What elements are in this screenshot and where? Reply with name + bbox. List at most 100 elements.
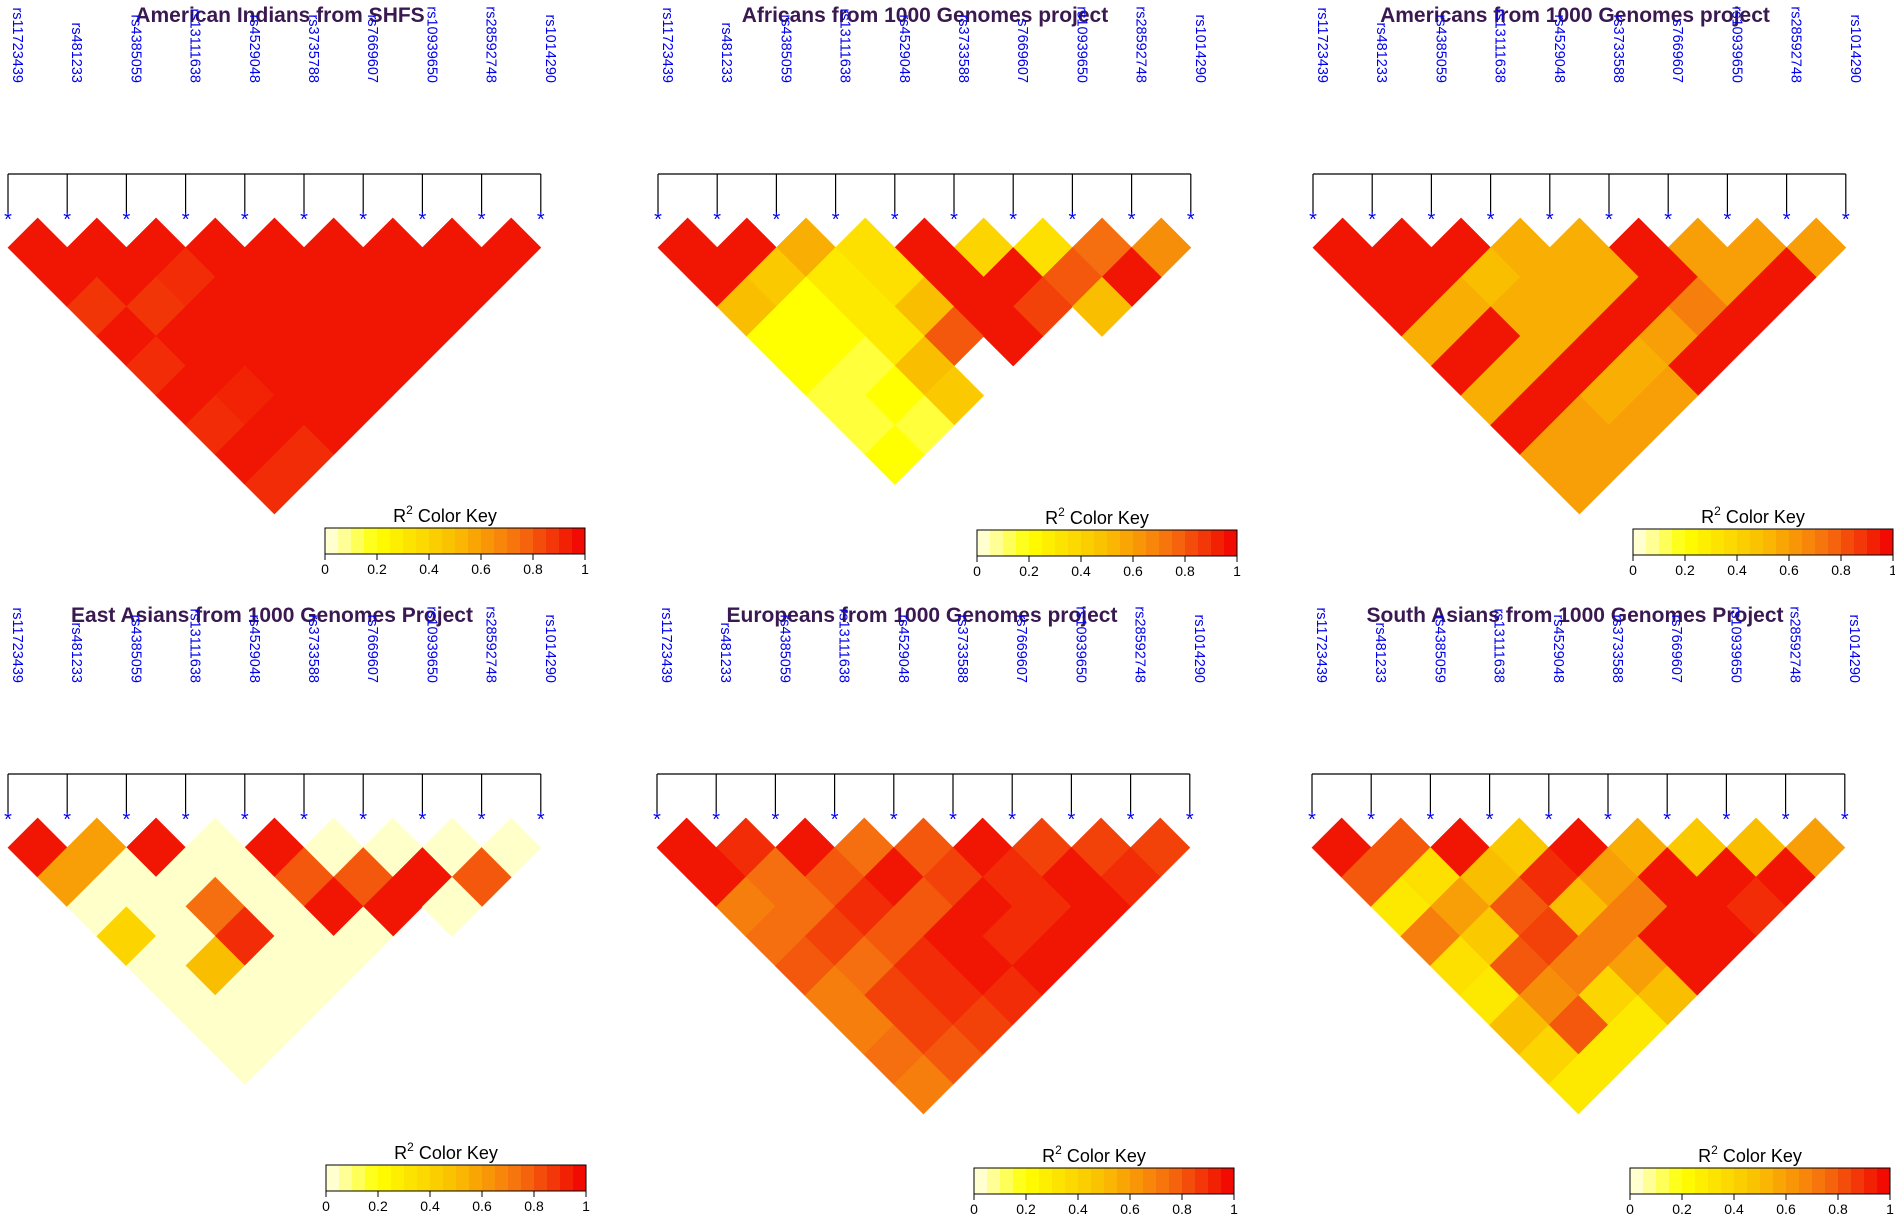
color-key-tick-label: 0.8 <box>524 1198 544 1214</box>
color-key-swatch <box>1864 1168 1878 1194</box>
snp-marker: * <box>950 209 958 231</box>
color-key-swatch <box>404 1165 418 1191</box>
color-key-swatch <box>1065 1168 1079 1194</box>
snp-marker: * <box>1186 809 1194 831</box>
snp-marker: * <box>712 809 720 831</box>
ld-panel: Europeans from 1000 Genomes project rs117… <box>653 604 1238 1217</box>
color-key-swatch <box>1659 529 1673 555</box>
ld-panel: South Asians from 1000 Genomes Projectrs… <box>1308 604 1894 1217</box>
snp-marker: * <box>300 209 308 231</box>
color-key-swatch <box>495 1165 509 1191</box>
snp-label: rs1014290 <box>542 614 558 683</box>
color-key-swatch <box>1721 1168 1735 1194</box>
ld-triangle <box>7 817 542 1085</box>
snp-label: rs481233 <box>1373 23 1389 83</box>
color-key-swatch <box>1711 529 1725 555</box>
snp-label: rs10939650 <box>1727 606 1743 683</box>
snp-marker: * <box>1068 809 1076 831</box>
color-key-swatch <box>1750 529 1764 555</box>
color-key-swatch <box>1851 1168 1865 1194</box>
color-key-swatch <box>547 1165 561 1191</box>
snp-marker: * <box>1009 209 1017 231</box>
snp-marker: * <box>63 809 71 831</box>
snp-marker: * <box>300 809 308 831</box>
snp-marker: * <box>654 209 662 231</box>
snp-marker: * <box>1782 809 1790 831</box>
snp-label: rs481233 <box>717 623 733 683</box>
color-key-swatch <box>1773 1168 1787 1194</box>
color-key-swatch <box>1182 1168 1196 1194</box>
color-key-swatch <box>442 528 456 554</box>
color-key-swatch <box>481 528 495 554</box>
color-key-swatch <box>1224 530 1238 556</box>
snp-label: rs4385059 <box>776 614 792 683</box>
color-key-swatch <box>1211 530 1225 556</box>
color-key-swatch <box>1724 529 1738 555</box>
color-key-swatch <box>508 1165 522 1191</box>
color-key-swatch <box>1156 1168 1170 1194</box>
snp-label: rs4529048 <box>246 14 262 83</box>
panel-title: Africans from 1000 Genomes project <box>742 4 1108 27</box>
color-key-tick-label: 1 <box>1233 563 1241 579</box>
snp-marker: * <box>419 209 427 231</box>
snp-label: rs11723439 <box>9 7 25 83</box>
snp-label: rs481233 <box>1372 623 1388 683</box>
color-key-swatch <box>1685 529 1699 555</box>
color-key: R2 Color Key 0 0.2 0.4 0.6 0.8 1 <box>1629 504 1895 578</box>
snp-label: rs7669607 <box>1668 614 1684 683</box>
color-key-swatch <box>1776 529 1790 555</box>
snp-label: rs11723439 <box>9 607 25 683</box>
ld-panel: East Asians from 1000 Genomes Projectrs1… <box>4 604 590 1214</box>
snp-marker: * <box>832 209 840 231</box>
ld-cell <box>214 1024 275 1085</box>
color-key-tick-label: 0.8 <box>1175 563 1195 579</box>
snp-marker: * <box>537 809 545 831</box>
snp-label: rs3735788 <box>305 14 321 83</box>
color-key-swatch <box>1055 530 1069 556</box>
color-key-swatch <box>1828 529 1842 555</box>
snp-label: rs1014290 <box>1847 14 1863 83</box>
ld-cell <box>893 1054 954 1115</box>
color-key-swatch <box>1107 530 1121 556</box>
color-key-swatch <box>1643 1168 1657 1194</box>
snp-marker: * <box>123 209 131 231</box>
ld-cell <box>983 306 1044 367</box>
snp-marker: * <box>1367 809 1375 831</box>
color-key-tick-label: 0.8 <box>1831 562 1851 578</box>
snp-label: rs4385059 <box>127 614 143 683</box>
snp-label: rs3733588 <box>955 14 971 83</box>
color-key-swatch <box>429 528 443 554</box>
snp-label: rs10939650 <box>423 606 439 683</box>
snp-label: rs481233 <box>68 23 84 83</box>
color-key-tick-label: 0 <box>321 561 329 577</box>
color-key-swatch <box>1867 529 1881 555</box>
color-key-tick-label: 0.6 <box>1776 1201 1796 1217</box>
color-key-swatch <box>1130 1168 1144 1194</box>
color-key-swatch <box>1042 530 1056 556</box>
color-key-swatch <box>351 528 365 554</box>
color-key-tick-label: 1 <box>1889 562 1895 578</box>
color-key-title: R2 Color Key <box>394 1140 498 1163</box>
snp-marker: * <box>241 809 249 831</box>
color-key-swatch <box>417 1165 431 1191</box>
color-key-swatch <box>1838 1168 1852 1194</box>
snp-marker: * <box>1309 209 1317 231</box>
color-key-tick-label: 0 <box>322 1198 330 1214</box>
color-key-swatch <box>1052 1168 1066 1194</box>
snp-marker: * <box>1663 809 1671 831</box>
snp-marker: * <box>1308 809 1316 831</box>
snp-marker: * <box>1127 809 1135 831</box>
snp-label: rs28592748 <box>1133 6 1149 83</box>
color-key-title: R2 Color Key <box>393 503 497 526</box>
color-key-swatch <box>325 528 339 554</box>
color-key-swatch <box>1039 1168 1053 1194</box>
color-key-title: R2 Color Key <box>1701 504 1805 527</box>
color-key: R2 Color Key 0 0.2 0.4 0.6 0.8 1 <box>321 503 589 577</box>
color-key-swatch <box>1120 530 1134 556</box>
snp-marker: * <box>653 809 661 831</box>
ld-cell <box>864 424 925 485</box>
color-key-swatch <box>1682 1168 1696 1194</box>
panel-title: Americans from 1000 Genomes project <box>1380 4 1770 27</box>
color-key-swatch <box>1786 1168 1800 1194</box>
color-key-swatch <box>1841 529 1855 555</box>
